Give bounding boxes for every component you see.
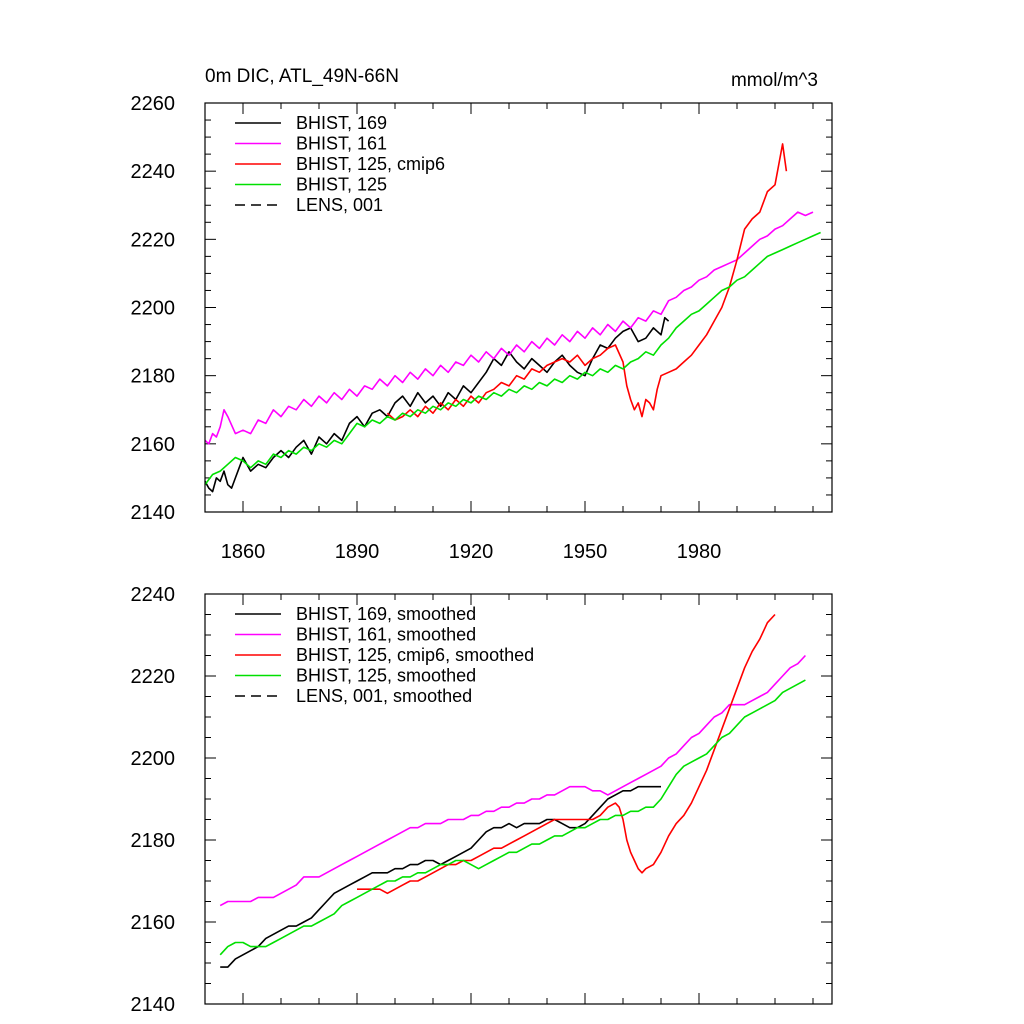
bottom-chart-frame — [204, 593, 833, 1005]
legend-label: LENS, 001 — [296, 195, 383, 215]
y-tick-label: 2200 — [131, 748, 176, 770]
x-tick-label: 1860 — [221, 541, 266, 563]
y-tick-label: 2140 — [131, 994, 176, 1016]
y-tick-label: 2180 — [131, 830, 176, 852]
series-line — [219, 679, 806, 956]
y-tick-label: 2200 — [131, 298, 176, 320]
top-chart-units: mmol/m^3 — [731, 70, 818, 91]
bottom-chart-series — [219, 613, 806, 968]
x-tick-label: 1980 — [677, 541, 722, 563]
legend-label: BHIST, 169 — [296, 113, 387, 133]
x-tick-label: 1950 — [563, 541, 608, 563]
y-tick-label: 2160 — [131, 434, 176, 456]
legend-label: LENS, 001, smoothed — [296, 686, 472, 706]
series-line — [204, 316, 670, 493]
series-line — [204, 231, 821, 486]
top-chart-axes: 2140 2160 2180 2200 2220 2240 2260 1860 1890 1920… — [131, 93, 832, 563]
series-line — [357, 613, 776, 895]
y-tick-label: 2160 — [131, 912, 176, 934]
legend-label: BHIST, 125, smoothed — [296, 666, 476, 686]
legend-label: BHIST, 169, smoothed — [296, 604, 476, 624]
series-line — [204, 211, 814, 445]
legend-label: BHIST, 161 — [296, 134, 387, 154]
series-line — [219, 654, 806, 907]
top-chart-title: 0m DIC, ATL_49N-66N — [205, 66, 399, 87]
top-chart-panel: 0m DIC, ATL_49N-66N mmol/m^3 2140 2160 218… — [131, 66, 833, 563]
y-tick-label: 2240 — [131, 161, 176, 183]
legend-label: BHIST, 125, cmip6, smoothed — [296, 645, 534, 665]
bottom-chart-panel: 2140 2160 2180 2200 2220 2240 BHIST, 169, smo… — [131, 584, 833, 1016]
y-tick-label: 2220 — [131, 666, 176, 688]
bottom-chart-axes: 2140 2160 2180 2200 2220 2240 — [131, 584, 832, 1016]
y-tick-label: 2140 — [131, 502, 176, 524]
legend-label: BHIST, 125, cmip6 — [296, 154, 445, 174]
x-tick-label: 1890 — [335, 541, 380, 563]
series-line — [386, 143, 788, 421]
legend-label: BHIST, 125 — [296, 175, 387, 195]
y-tick-label: 2220 — [131, 229, 176, 251]
y-tick-label: 2180 — [131, 366, 176, 388]
y-tick-label: 2260 — [131, 93, 176, 115]
x-tick-label: 1920 — [449, 541, 494, 563]
top-chart-series — [204, 143, 821, 493]
y-tick-label: 2240 — [131, 584, 176, 606]
legend-label: BHIST, 161, smoothed — [296, 625, 476, 645]
top-chart-frame — [204, 102, 833, 513]
